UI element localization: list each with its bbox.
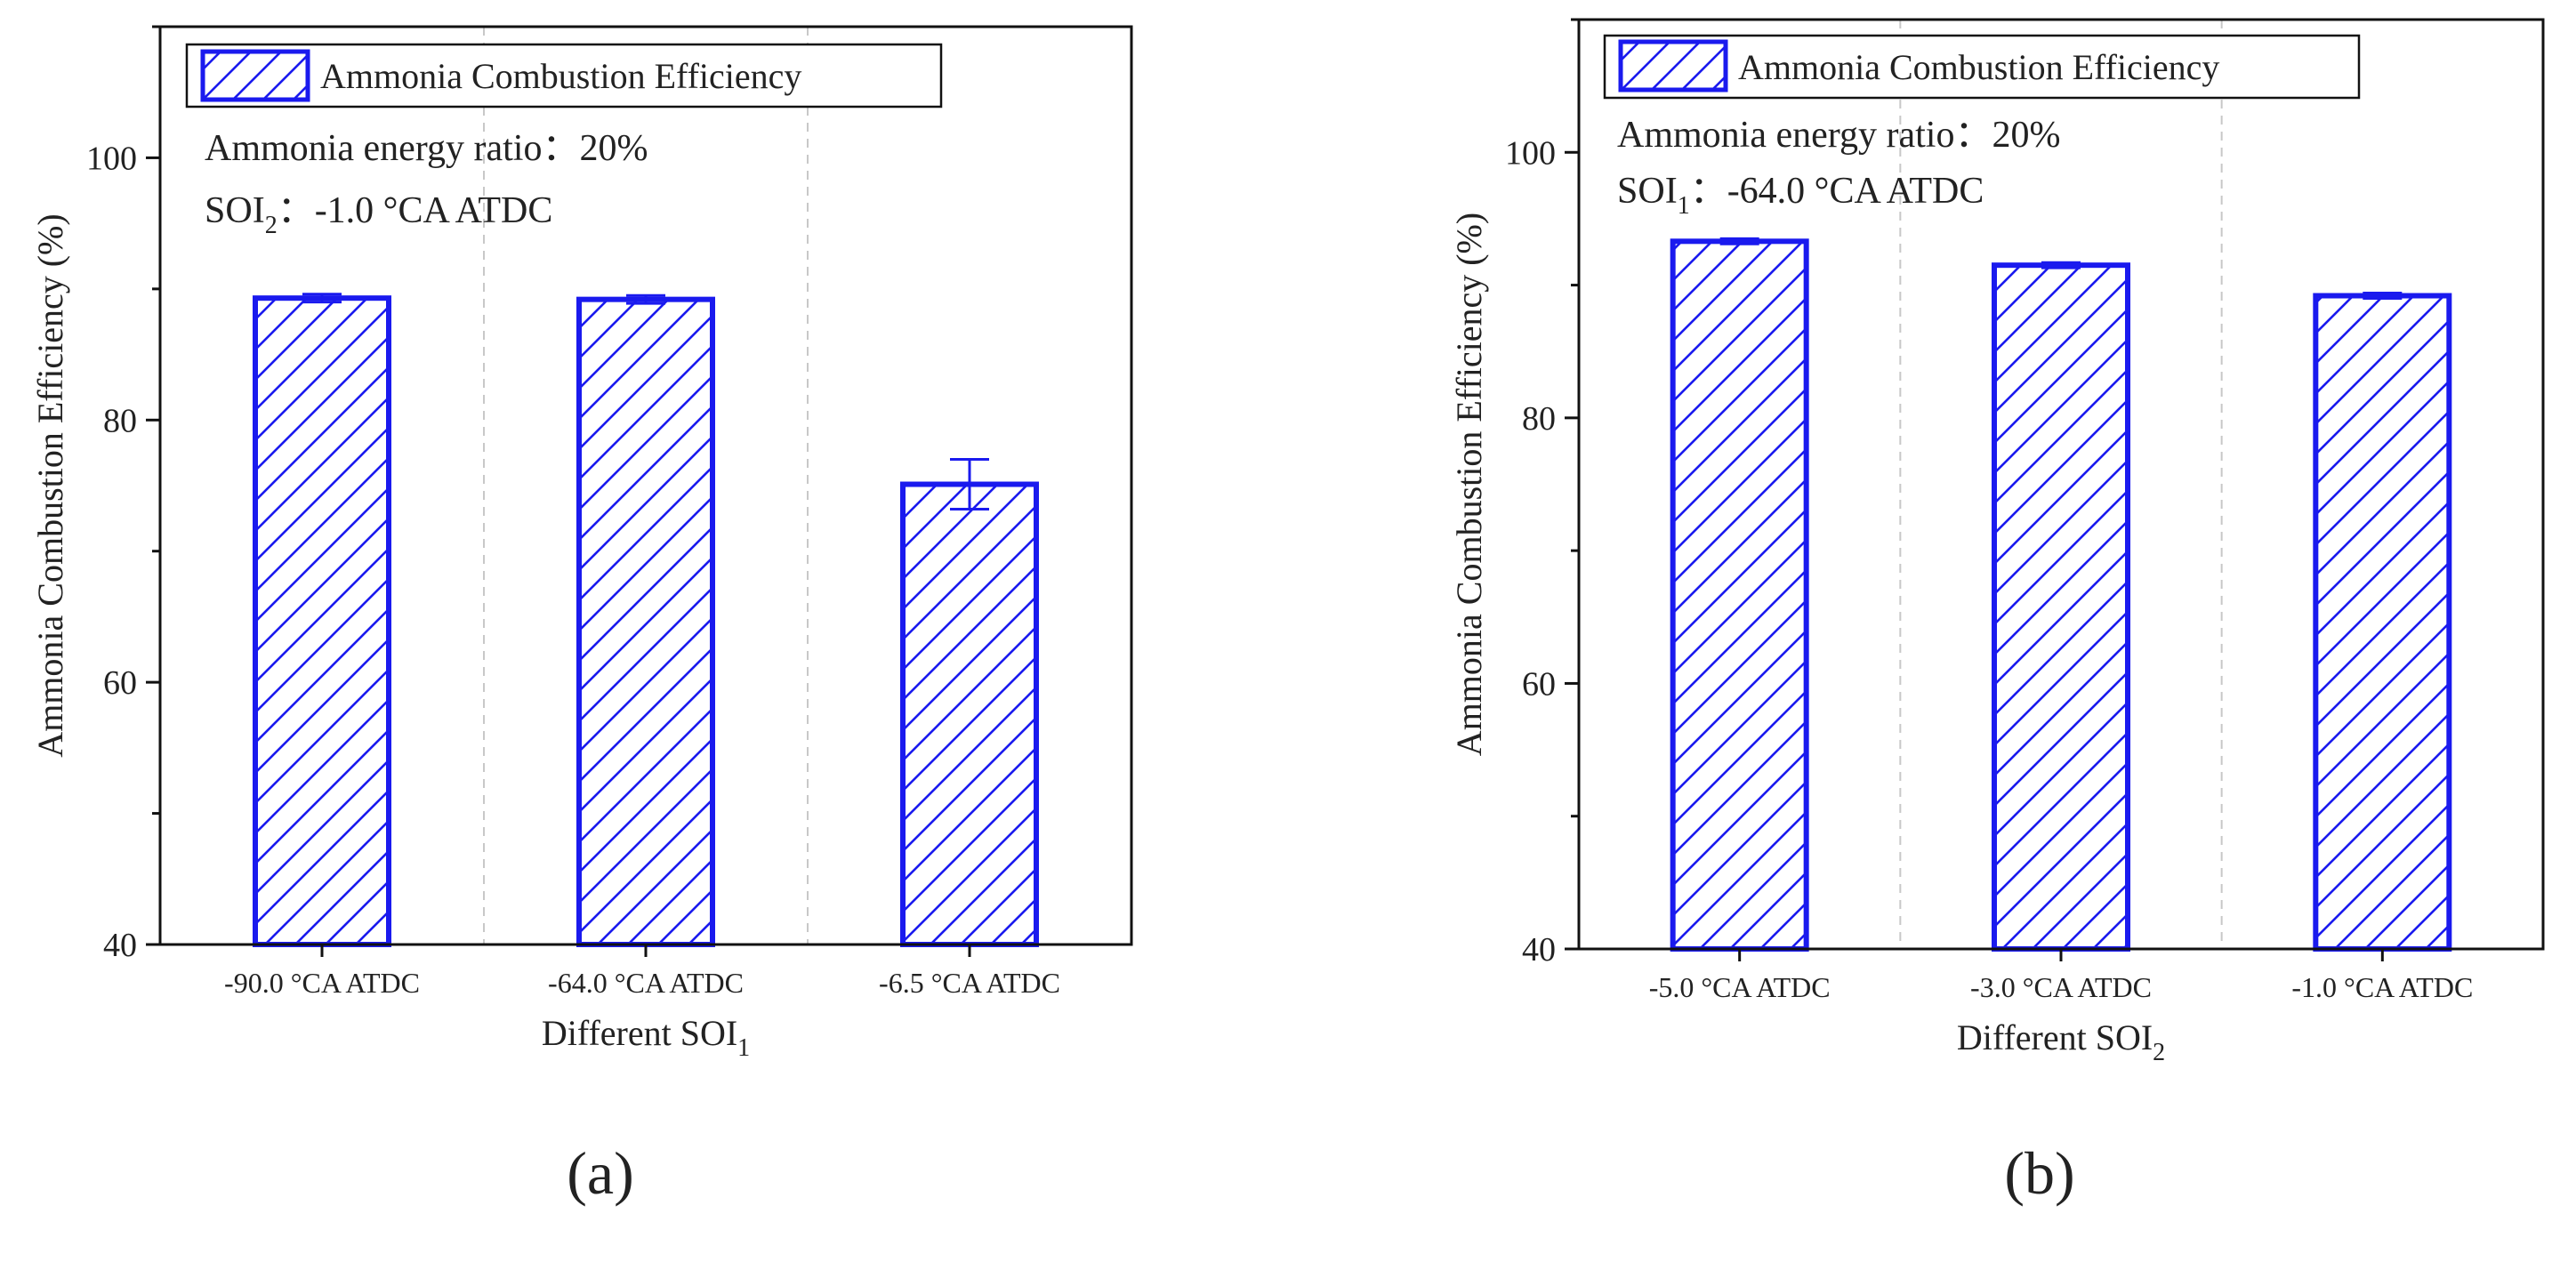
x-tick-label: -1.0 °CA ATDC: [2291, 971, 2473, 1003]
annotation-soi: SOI2：-1.0 °CA ATDC: [205, 190, 552, 239]
y-tick-label: 60: [1522, 665, 1556, 703]
x-tick-label: -90.0 °CA ATDC: [224, 967, 420, 999]
chart-b-svg: -5.0 °CA ATDC -3.0 °CA ATDC -1.0 °CA ATDC 4…: [1449, 18, 2545, 1207]
x-axis-title-subscript: 2: [2153, 1039, 2165, 1066]
plot-frame: [158, 25, 1133, 946]
x-axis-title-main: Different SOI: [542, 1013, 737, 1053]
annotation-soi-value: ：-64.0 °CA ATDC: [1690, 171, 1984, 212]
x-axis-title: Different SOI1: [542, 1013, 750, 1062]
x-tick-label: -64.0 °CA ATDC: [548, 967, 744, 999]
x-axis-title-main: Different SOI: [1957, 1017, 2153, 1057]
plot-frame: [1577, 18, 2545, 951]
x-tick-label: -5.0 °CA ATDC: [1649, 971, 1831, 1003]
y-tick-label: 100: [1505, 134, 1556, 172]
bar-fill: [1994, 265, 2128, 949]
legend-swatch-fill: [1621, 42, 1726, 90]
legend-swatch: [1618, 39, 1728, 92]
bar-fill: [2315, 295, 2450, 949]
chart-panel-a: -90.0 °CA ATDC -64.0 °CA ATDC -6.5 °CA ATD…: [30, 25, 1133, 1207]
bar-fill: [903, 484, 1036, 944]
legend-swatch-fill: [203, 52, 308, 100]
y-axis-title: Ammonia Combustion Efficiency (%): [1449, 213, 1489, 756]
bar-fill: [1672, 241, 1807, 949]
panel-label: (b): [2004, 1139, 2074, 1207]
legend-label: Ammonia Combustion Efficiency: [320, 56, 801, 96]
annotation-soi-subscript: 1: [1678, 192, 1690, 220]
y-axis-title: Ammonia Combustion Efficiency (%): [30, 213, 70, 757]
legend-box: [185, 43, 943, 109]
y-tick-label: 60: [103, 664, 137, 702]
legend-label: Ammonia Combustion Efficiency: [1738, 47, 2219, 87]
y-tick-label: 100: [86, 140, 137, 177]
x-tick-label: -6.5 °CA ATDC: [879, 967, 1060, 999]
annotation-soi-subscript: 2: [265, 212, 278, 239]
bar-fill: [255, 298, 389, 945]
y-tick-label: 40: [103, 927, 137, 964]
bar-fill: [579, 299, 712, 944]
x-axis-title: Different SOI2: [1957, 1017, 2165, 1066]
y-tick-label: 40: [1522, 931, 1556, 969]
annotation-soi-prefix: SOI: [1617, 171, 1678, 212]
legend-box: [1603, 34, 2361, 100]
annotation-soi-value: ：-1.0 °CA ATDC: [278, 190, 553, 231]
panel-label: (a): [567, 1139, 633, 1207]
legend-swatch: [200, 49, 310, 102]
annotation-energy-ratio: Ammonia energy ratio：20%: [1617, 115, 2060, 156]
annotation-soi: SOI1：-64.0 °CA ATDC: [1617, 171, 1984, 220]
y-tick-label: 80: [1522, 400, 1556, 438]
y-tick-label: 80: [103, 402, 137, 439]
annotation-soi-prefix: SOI: [205, 190, 265, 231]
chart-panel-b: -5.0 °CA ATDC -3.0 °CA ATDC -1.0 °CA ATDC 4…: [1288, 0, 2576, 1262]
x-tick-label: -3.0 °CA ATDC: [1970, 971, 2152, 1003]
chart-a-svg: -90.0 °CA ATDC -64.0 °CA ATDC -6.5 °CA ATD…: [30, 25, 1133, 1207]
x-axis-title-subscript: 1: [737, 1034, 750, 1062]
annotation-energy-ratio: Ammonia energy ratio：20%: [205, 128, 648, 169]
